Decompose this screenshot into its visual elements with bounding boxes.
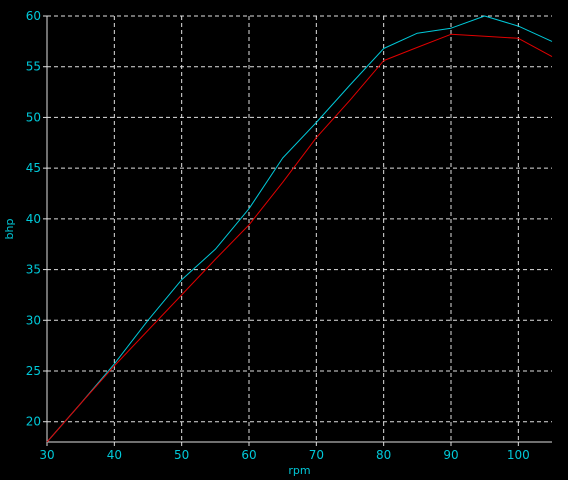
y-tick-label: 35 — [26, 263, 41, 277]
y-tick-label: 40 — [26, 212, 41, 226]
y-tick-label: 45 — [26, 161, 41, 175]
x-tick-label: 50 — [174, 448, 189, 462]
x-tick-label: 70 — [309, 448, 324, 462]
y-tick-label: 30 — [26, 313, 41, 327]
x-tick-label: 90 — [443, 448, 458, 462]
series-lines — [46, 15, 553, 443]
y-tick-label: 25 — [26, 364, 41, 378]
grid-lines — [47, 15, 552, 442]
y-axis-title: bhp — [3, 219, 16, 240]
x-tick-label: 100 — [507, 448, 530, 462]
series-line-2 — [46, 33, 553, 443]
x-tick-label: 60 — [241, 448, 256, 462]
y-tick-label: 20 — [26, 415, 41, 429]
x-tick-label: 80 — [376, 448, 391, 462]
tick-labels: 30 40 50 60 70 80 90 100 20 25 30 35 40 45 50 55 60 — [26, 9, 530, 462]
series-line-1 — [46, 15, 553, 443]
x-axis-title: rpm — [288, 464, 310, 477]
axes — [43, 15, 552, 446]
x-tick-label: 40 — [107, 448, 122, 462]
y-tick-label: 60 — [26, 9, 41, 23]
x-tick-label: 30 — [39, 448, 54, 462]
y-tick-label: 50 — [26, 110, 41, 124]
y-tick-label: 55 — [26, 60, 41, 74]
